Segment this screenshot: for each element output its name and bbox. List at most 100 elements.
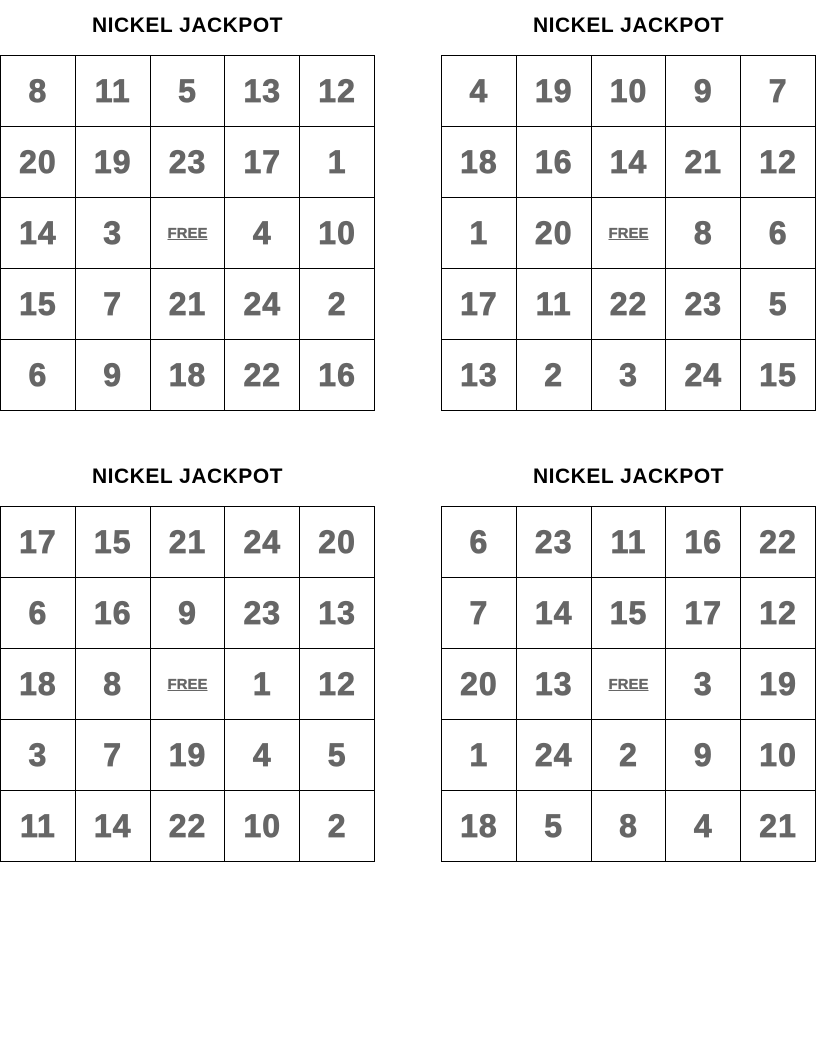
- number-cell: 9: [74, 339, 151, 411]
- number-cell: 17: [224, 126, 301, 198]
- number-cell: 22: [149, 790, 226, 862]
- grid-row: 11 14 22 10 2: [0, 790, 375, 862]
- number-cell: 22: [740, 506, 816, 578]
- bingo-grid: 17 15 21 24 20 6 16 9 23 13 18 8 FREE 1 12 3 7 19 4 5 11 14 22…: [0, 506, 375, 862]
- free-space: FREE: [149, 648, 226, 720]
- number-cell: 2: [590, 719, 667, 791]
- number-cell: 10: [224, 790, 301, 862]
- number-cell: 2: [515, 339, 592, 411]
- number-cell: 24: [224, 268, 301, 340]
- number-cell: 20: [0, 126, 76, 198]
- grid-row: 1 20 FREE 8 6: [441, 197, 816, 269]
- number-cell: 13: [299, 577, 375, 649]
- number-cell: 17: [0, 506, 76, 578]
- number-cell: 5: [740, 268, 816, 340]
- number-cell: 7: [740, 55, 816, 127]
- number-cell: 3: [665, 648, 742, 720]
- number-cell: 13: [515, 648, 592, 720]
- grid-row: 17 11 22 23 5: [441, 268, 816, 340]
- grid-row: 13 2 3 24 15: [441, 339, 816, 411]
- grid-row: 17 15 21 24 20: [0, 506, 375, 578]
- number-cell: 11: [590, 506, 667, 578]
- number-cell: 7: [441, 577, 517, 649]
- number-cell: 21: [665, 126, 742, 198]
- number-cell: 3: [590, 339, 667, 411]
- number-cell: 10: [299, 197, 375, 269]
- number-cell: 24: [224, 506, 301, 578]
- number-cell: 6: [740, 197, 816, 269]
- number-cell: 20: [515, 197, 592, 269]
- number-cell: 14: [74, 790, 151, 862]
- grid-row: 7 14 15 17 12: [441, 577, 816, 649]
- number-cell: 4: [441, 55, 517, 127]
- number-cell: 23: [224, 577, 301, 649]
- number-cell: 5: [149, 55, 226, 127]
- number-cell: 16: [74, 577, 151, 649]
- number-cell: 15: [590, 577, 667, 649]
- number-cell: 20: [299, 506, 375, 578]
- number-cell: 8: [590, 790, 667, 862]
- number-cell: 2: [299, 790, 375, 862]
- number-cell: 9: [665, 55, 742, 127]
- grid-row: 15 7 21 24 2: [0, 268, 375, 340]
- number-cell: 22: [590, 268, 667, 340]
- number-cell: 19: [149, 719, 226, 791]
- number-cell: 11: [0, 790, 76, 862]
- number-cell: 16: [515, 126, 592, 198]
- grid-row: 6 16 9 23 13: [0, 577, 375, 649]
- number-cell: 16: [299, 339, 375, 411]
- number-cell: 21: [149, 506, 226, 578]
- number-cell: 10: [740, 719, 816, 791]
- number-cell: 17: [441, 268, 517, 340]
- number-cell: 21: [149, 268, 226, 340]
- grid-row: 20 13 FREE 3 19: [441, 648, 816, 720]
- number-cell: 5: [299, 719, 375, 791]
- number-cell: 24: [515, 719, 592, 791]
- card-title: NICKEL JACKPOT: [92, 465, 283, 488]
- number-cell: 19: [740, 648, 816, 720]
- number-cell: 18: [0, 648, 76, 720]
- grid-row: 18 16 14 21 12: [441, 126, 816, 198]
- number-cell: 1: [441, 719, 517, 791]
- number-cell: 9: [665, 719, 742, 791]
- number-cell: 23: [515, 506, 592, 578]
- free-space: FREE: [590, 648, 667, 720]
- number-cell: 13: [441, 339, 517, 411]
- number-cell: 17: [665, 577, 742, 649]
- number-cell: 11: [515, 268, 592, 340]
- number-cell: 1: [224, 648, 301, 720]
- number-cell: 14: [0, 197, 76, 269]
- grid-row: 3 7 19 4 5: [0, 719, 375, 791]
- number-cell: 7: [74, 719, 151, 791]
- grid-row: 8 11 5 13 12: [0, 55, 375, 127]
- number-cell: 6: [0, 577, 76, 649]
- bingo-grid: 4 19 10 9 7 18 16 14 21 12 1 20 FREE 8 6 17 11 22 23 5 13 2 3 2…: [441, 55, 816, 411]
- number-cell: 15: [74, 506, 151, 578]
- grid-row: 18 8 FREE 1 12: [0, 648, 375, 720]
- grid-row: 1 24 2 9 10: [441, 719, 816, 791]
- number-cell: 18: [441, 126, 517, 198]
- free-space: FREE: [590, 197, 667, 269]
- number-cell: 8: [74, 648, 151, 720]
- card-title: NICKEL JACKPOT: [533, 465, 724, 488]
- number-cell: 6: [0, 339, 76, 411]
- number-cell: 12: [740, 126, 816, 198]
- number-cell: 20: [441, 648, 517, 720]
- bingo-grid: 8 11 5 13 12 20 19 23 17 1 14 3 FREE 4 10 15 7 21 24 2 6 9 18 2…: [0, 55, 375, 411]
- number-cell: 3: [0, 719, 76, 791]
- number-cell: 12: [299, 55, 375, 127]
- card-title: NICKEL JACKPOT: [92, 14, 283, 37]
- card-title: NICKEL JACKPOT: [533, 14, 724, 37]
- number-cell: 9: [149, 577, 226, 649]
- grid-row: 6 9 18 22 16: [0, 339, 375, 411]
- number-cell: 10: [590, 55, 667, 127]
- number-cell: 14: [590, 126, 667, 198]
- grid-row: 20 19 23 17 1: [0, 126, 375, 198]
- number-cell: 14: [515, 577, 592, 649]
- number-cell: 4: [224, 197, 301, 269]
- number-cell: 13: [224, 55, 301, 127]
- grid-row: 6 23 11 16 22: [441, 506, 816, 578]
- grid-row: 14 3 FREE 4 10: [0, 197, 375, 269]
- number-cell: 8: [0, 55, 76, 127]
- number-cell: 11: [74, 55, 151, 127]
